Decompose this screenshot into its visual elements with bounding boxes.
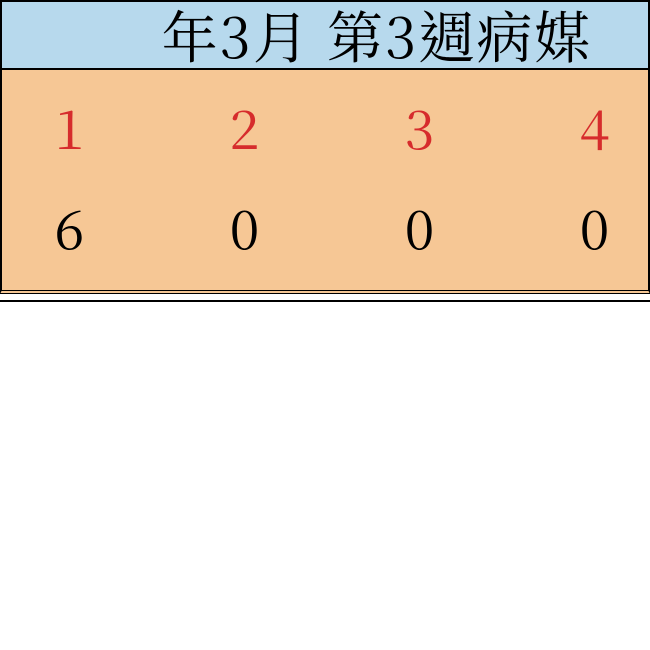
page-title: 年3月 第3週病媒 [162, 0, 593, 68]
cell-4: 0 [507, 188, 650, 265]
table-row: 6 0 0 0 [2, 176, 648, 276]
col-header-4: 4 [507, 88, 650, 165]
bottom-double-rule [0, 300, 650, 302]
col-header-3: 3 [332, 88, 507, 165]
page: 年3月 第3週病媒 1 2 3 4 6 0 0 0 [0, 0, 650, 650]
title-bar: 年3月 第3週病媒 [0, 0, 650, 68]
cell-3: 0 [332, 188, 507, 265]
cell-1: 6 [0, 188, 157, 265]
cell-2: 0 [157, 188, 332, 265]
data-table: 1 2 3 4 6 0 0 0 [0, 68, 650, 294]
table-header-row: 1 2 3 4 [2, 70, 648, 176]
col-header-2: 2 [157, 88, 332, 165]
col-header-1: 1 [0, 88, 157, 165]
